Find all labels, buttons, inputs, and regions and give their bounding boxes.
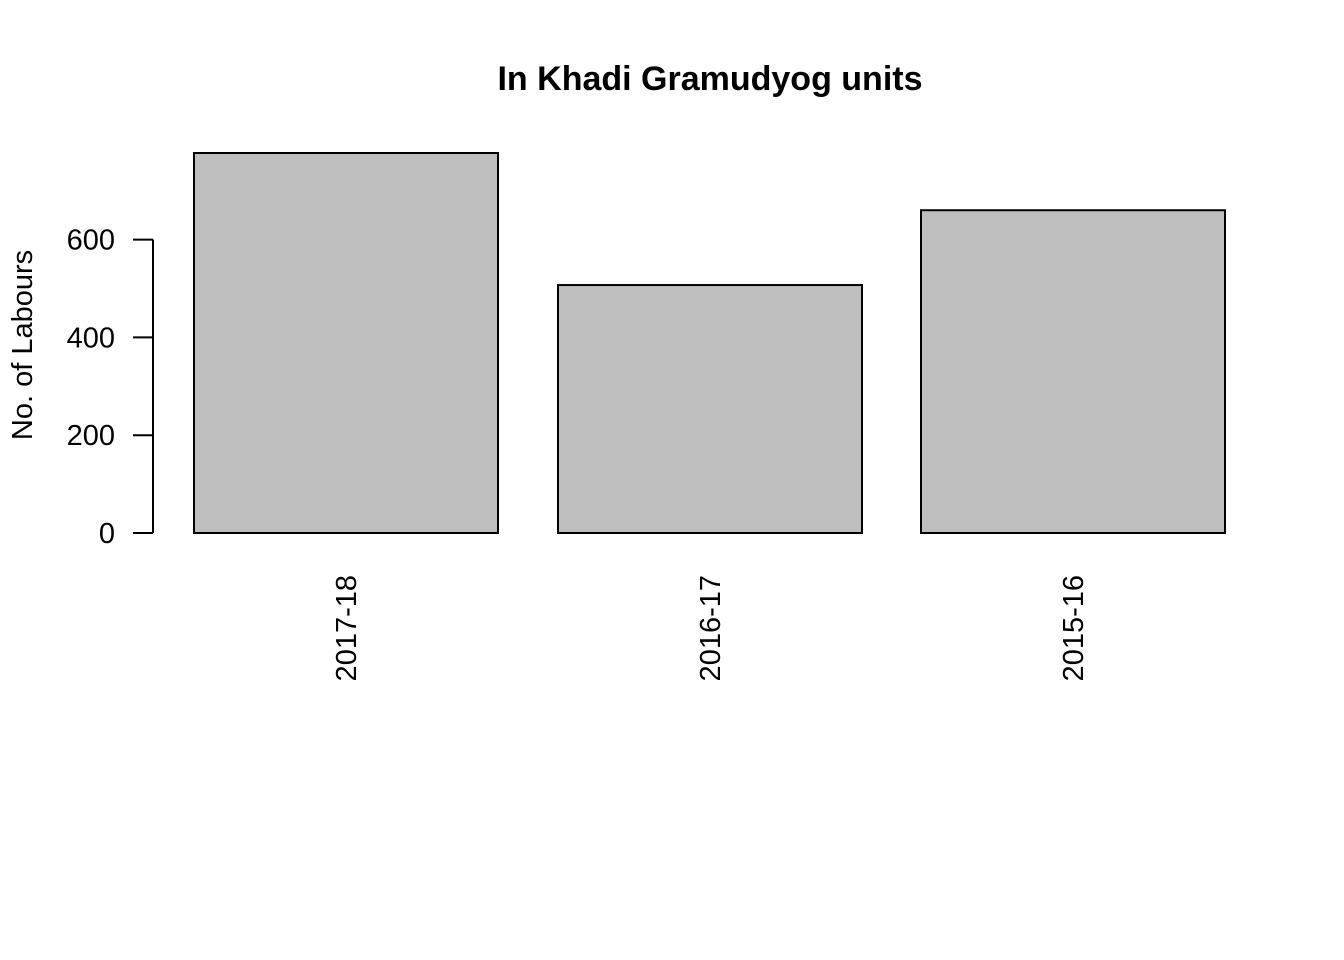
bar-2016-17 bbox=[557, 284, 863, 534]
chart-title: In Khadi Gramudyog units bbox=[497, 60, 922, 98]
bars-group bbox=[193, 152, 1226, 535]
bar-2017-18 bbox=[193, 152, 499, 534]
x-tick-label-2016-17: 2016-17 bbox=[695, 575, 727, 681]
y-axis-label: No. of Labours bbox=[7, 250, 39, 440]
y-tick-label-600: 600 bbox=[67, 225, 115, 257]
x-tick-label-2015-16: 2015-16 bbox=[1058, 575, 1090, 681]
x-tick-label-2017-18: 2017-18 bbox=[331, 575, 363, 681]
y-axis: 0 200 400 600 bbox=[67, 225, 154, 550]
y-tick-label-0: 0 bbox=[99, 518, 115, 550]
y-tick-label-400: 400 bbox=[67, 322, 115, 354]
y-tick-label-200: 200 bbox=[67, 420, 115, 452]
bar-2015-16 bbox=[920, 209, 1226, 535]
x-axis-labels: 2017-18 2016-17 2015-16 bbox=[331, 575, 1090, 681]
